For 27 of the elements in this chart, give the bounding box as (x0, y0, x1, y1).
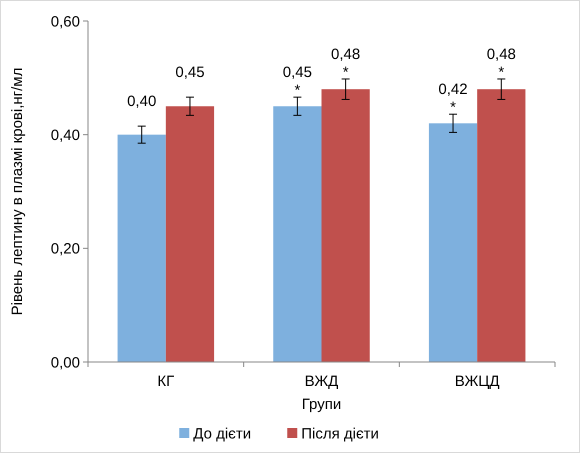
y-tick-label: 0,00 (50, 354, 80, 372)
bar (477, 89, 526, 362)
annotation: * (498, 64, 504, 81)
annotation: * (294, 82, 300, 100)
y-tick-label: 0,60 (50, 13, 80, 30)
bar (118, 134, 166, 362)
data-label: 0,40 (127, 93, 156, 110)
data-label: 0,48 (331, 46, 360, 63)
y-tick-label: 0,40 (50, 126, 80, 144)
y-tick-label: 0,20 (50, 240, 80, 258)
data-label: 0,42 (438, 81, 468, 98)
y-axis-title: Рівень лептину в плазмі крові,нг/мл (9, 68, 26, 316)
legend-label: До дієти (193, 425, 252, 442)
x-tick-label: ВЖД (304, 373, 338, 390)
x-axis-title: Групи (302, 396, 342, 413)
annotation: * (342, 64, 349, 81)
annotation: * (450, 99, 456, 116)
bar (273, 106, 322, 362)
bar (322, 89, 370, 362)
data-label: 0,45 (282, 64, 312, 82)
bar (428, 123, 478, 362)
bar (166, 106, 214, 362)
x-tick-label: ВЖЦД (454, 373, 500, 390)
data-label: 0,45 (175, 64, 205, 82)
x-tick-label: КГ (157, 373, 174, 390)
legend-label: Після дієти (301, 425, 379, 442)
data-label: 0,48 (486, 46, 516, 63)
